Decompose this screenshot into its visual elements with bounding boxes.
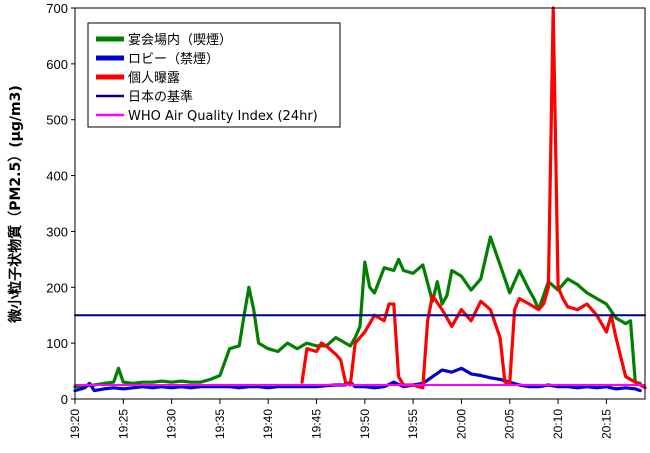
x-tick-label: 20:05 [503, 409, 517, 439]
legend-box [87, 22, 341, 128]
x-tick-label: 19:55 [406, 409, 420, 439]
x-tick-label: 19:40 [261, 409, 275, 439]
y-tick-label: 500 [46, 113, 68, 128]
y-tick-label: 700 [46, 1, 68, 16]
series-line-1 [73, 235, 642, 389]
x-tick-label: 19:25 [116, 409, 130, 439]
y-tick-label: 300 [46, 224, 68, 239]
series-layer [73, 6, 647, 393]
x-tick-label: 19:45 [310, 409, 324, 439]
legend-label: 日本の基準 [128, 89, 193, 105]
legend-label: ロビー（禁煙） [128, 52, 219, 67]
x-tick-label: 20:15 [599, 409, 613, 439]
y-axis: 0 100 200 300 400 500 600 700 [46, 1, 75, 407]
plot-frame [74, 7, 646, 400]
x-tick-label: 20:10 [551, 409, 565, 439]
x-axis: 19:20 19:25 19:30 19:35 19:40 19:45 19:50 19:55… [68, 399, 613, 439]
y-tick-label: 0 [61, 392, 68, 407]
x-tick-label: 19:20 [68, 409, 82, 439]
x-tick-label: 19:50 [358, 409, 372, 439]
legend-label: 宴会場内（喫煙） [128, 32, 232, 48]
y-tick-label: 200 [46, 280, 68, 295]
y-axis-label: 微小粒子状物質（PM2.5）(μg/m3) [7, 85, 24, 324]
y-tick-label: 100 [46, 336, 68, 351]
x-tick-label: 19:35 [213, 409, 227, 439]
legend-label: WHO Air Quality Index (24hr) [128, 109, 318, 124]
y-tick-label: 600 [46, 57, 68, 72]
x-tick-label: 19:30 [165, 409, 179, 439]
x-tick-label: 20:00 [454, 409, 468, 439]
y-tick-label: 400 [46, 169, 68, 184]
legend-label: 個人曝露 [128, 71, 180, 86]
